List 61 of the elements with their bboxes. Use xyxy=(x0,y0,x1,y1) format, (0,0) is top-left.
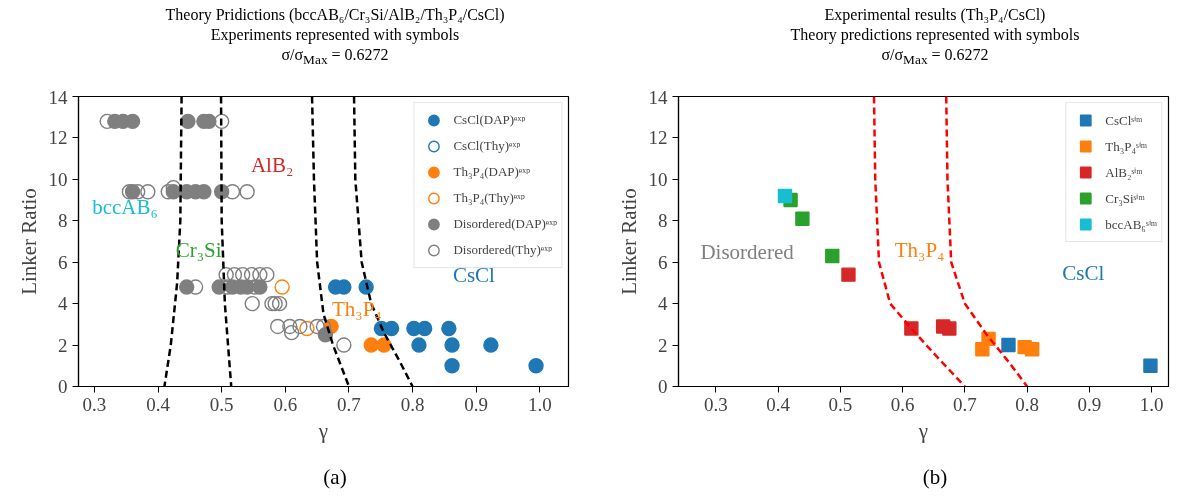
legend-label: Th₃P₄ˢⁱᵐ xyxy=(1105,138,1148,155)
legend-label: Disordered(Thy)ᵉˣᵖ xyxy=(453,241,552,259)
text: (b) xyxy=(922,464,948,491)
y-tick-label: 10 xyxy=(48,168,68,190)
x-tick-label: 0.4 xyxy=(146,393,171,415)
y-tick-label: 14 xyxy=(648,86,668,108)
x-tick-label: 1.0 xyxy=(527,393,552,415)
legend-label: Cr₃Siˢⁱᵐ xyxy=(1105,190,1145,207)
annotation: Cr₃Si xyxy=(175,238,222,263)
x-axis-title: γ xyxy=(317,418,329,443)
y-tick-label: 10 xyxy=(648,168,668,190)
legend-label: AlB₂ˢⁱᵐ xyxy=(1105,164,1143,181)
y-tick-label: 8 xyxy=(58,210,68,232)
annotation: CsCl xyxy=(452,262,496,287)
chart-subtitle: Theory predictions represented with symbols σ/σ$_{Max}$ = 0.6272 xyxy=(790,26,1080,68)
chart-title: Experimental results (Th₃P₄/CsCl) xyxy=(824,6,1046,23)
x-tick-label: 0.4 xyxy=(766,393,791,415)
annotation: AlB₂ xyxy=(250,152,294,177)
chart-subtitle: Experiments represented with symbols σ/σ$_{Max}$ = 0.6272 xyxy=(210,26,460,68)
x-tick-label: 0.3 xyxy=(82,393,107,415)
annotation: Th₃P₄ xyxy=(894,237,945,262)
chart-title: Theory Pridictions (bccAB₆/Cr₃Si/AlB₂/Th₃P₄/CsCl) xyxy=(165,6,505,23)
x-tick-label: 0.5 xyxy=(209,393,234,415)
y-tick-label: 8 xyxy=(658,210,668,232)
x-tick-label: 0.5 xyxy=(828,393,853,415)
y-tick-label: 6 xyxy=(58,251,68,273)
legend-label: CsCl(Thy)ᵉˣᵖ xyxy=(453,137,521,155)
x-tick-label: 1.0 xyxy=(1139,393,1164,415)
y-tick-label: 4 xyxy=(58,293,68,315)
y-tick-label: 14 xyxy=(48,86,68,108)
legend-label: CsCl(DAP)ᵉˣᵖ xyxy=(453,111,526,129)
x-tick-label: 0.3 xyxy=(703,393,728,415)
legend-label: bccAB₆ˢⁱᵐ xyxy=(1105,216,1157,233)
y-tick-label: 0 xyxy=(658,376,668,397)
text: (a) xyxy=(323,464,347,491)
y-tick-label: 0 xyxy=(58,376,68,397)
annotation: Disordered xyxy=(700,239,795,264)
y-tick-label: 12 xyxy=(48,127,68,149)
y-tick-label: 6 xyxy=(658,251,668,273)
annotation: CsCl xyxy=(1062,260,1105,285)
x-tick-label: 0.6 xyxy=(273,393,298,415)
y-axis-title: Linker Ratio xyxy=(16,188,41,295)
annotation: bccAB₆ xyxy=(92,194,158,219)
x-tick-label: 0.8 xyxy=(400,393,425,415)
x-tick-label: 0.8 xyxy=(1015,393,1040,415)
y-axis-title: Linker Ratio xyxy=(616,188,641,295)
x-axis-title: γ xyxy=(917,418,929,443)
y-tick-label: 4 xyxy=(658,293,668,315)
x-tick-label: 0.6 xyxy=(890,393,915,415)
x-tick-label: 0.9 xyxy=(464,393,489,415)
x-tick-label: 0.7 xyxy=(337,393,361,415)
annotation: Th₃P₄ xyxy=(332,296,382,321)
y-tick-label: 12 xyxy=(648,127,668,149)
y-tick-label: 2 xyxy=(658,334,668,356)
x-tick-label: 0.9 xyxy=(1077,393,1102,415)
legend-label: CsClˢⁱᵐ xyxy=(1105,112,1143,129)
y-tick-label: 2 xyxy=(58,334,68,356)
legend-label: Disordered(DAP)ᵉˣᵖ xyxy=(453,215,557,233)
x-tick-label: 0.7 xyxy=(953,393,977,415)
legend-label: Th₃P₄(DAP)ᵉˣᵖ xyxy=(453,163,530,181)
legend-label: Th₃P₄(Thy)ᵉˣᵖ xyxy=(453,189,525,207)
